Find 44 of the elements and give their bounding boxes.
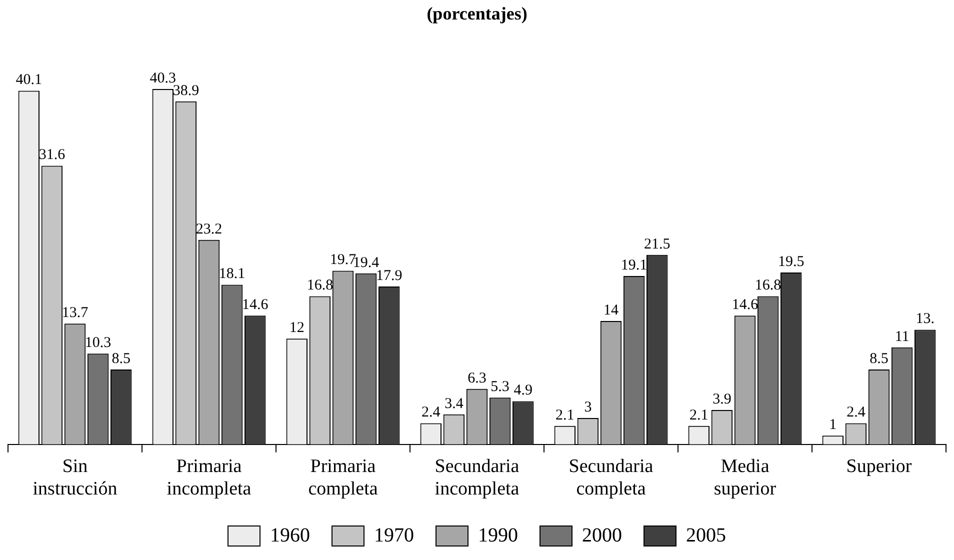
- data-label: 2.1: [690, 407, 708, 424]
- data-label: 17.9: [376, 268, 402, 284]
- data-label: 2.4: [422, 404, 441, 421]
- data-label: 10.3: [84, 335, 112, 352]
- x-tick-label: Secundaria incompleta: [434, 456, 520, 500]
- data-label: 1: [829, 417, 837, 434]
- data-label: 13.: [916, 311, 934, 328]
- x-tick-label: Secundaria completa: [568, 456, 654, 500]
- x-tick-label: Superior: [846, 456, 912, 477]
- x-tick-label: Media superior: [714, 456, 777, 500]
- legend-label: 1960: [270, 524, 310, 546]
- data-label: 3.9: [712, 391, 732, 408]
- data-label: 2.4: [846, 404, 866, 421]
- data-label: 12: [289, 320, 304, 336]
- data-label: 14.6: [732, 297, 759, 314]
- data-label: 19.5: [778, 254, 804, 270]
- chart-title: (porcentajes): [426, 3, 528, 24]
- data-label: 16.8: [754, 278, 782, 294]
- data-label: 21.5: [644, 236, 670, 252]
- x-tick-label: Primaria incompleta: [166, 456, 252, 500]
- data-label: 14.6: [242, 297, 269, 314]
- x-tick-label: Sin instrucción: [32, 456, 118, 500]
- data-label: 3.4: [444, 396, 464, 412]
- data-label: 40.1: [16, 72, 42, 88]
- data-label: 23.2: [196, 221, 222, 238]
- legend-label: 2000: [582, 524, 622, 546]
- data-label: 2.1: [556, 407, 574, 424]
- data-label: 4.9: [514, 382, 532, 399]
- data-label: 14: [604, 302, 619, 318]
- data-label: 8.5: [870, 350, 888, 367]
- data-label: 3: [584, 399, 592, 416]
- data-label: 8.5: [112, 350, 130, 367]
- data-label: 5.3: [490, 379, 510, 396]
- x-tick-label: Primaria completa: [308, 456, 378, 500]
- legend-label: 1970: [374, 524, 414, 546]
- data-label: 19.1: [620, 257, 648, 274]
- data-label: 31.6: [38, 147, 66, 164]
- data-label: 16.8: [306, 278, 334, 294]
- data-label: 13.7: [62, 305, 89, 322]
- data-label: 11: [894, 328, 910, 345]
- data-label: 18.1: [218, 266, 246, 282]
- legend-label: 1990: [478, 524, 518, 546]
- data-label: 6.3: [468, 370, 486, 386]
- legend-label: 2005: [686, 524, 726, 546]
